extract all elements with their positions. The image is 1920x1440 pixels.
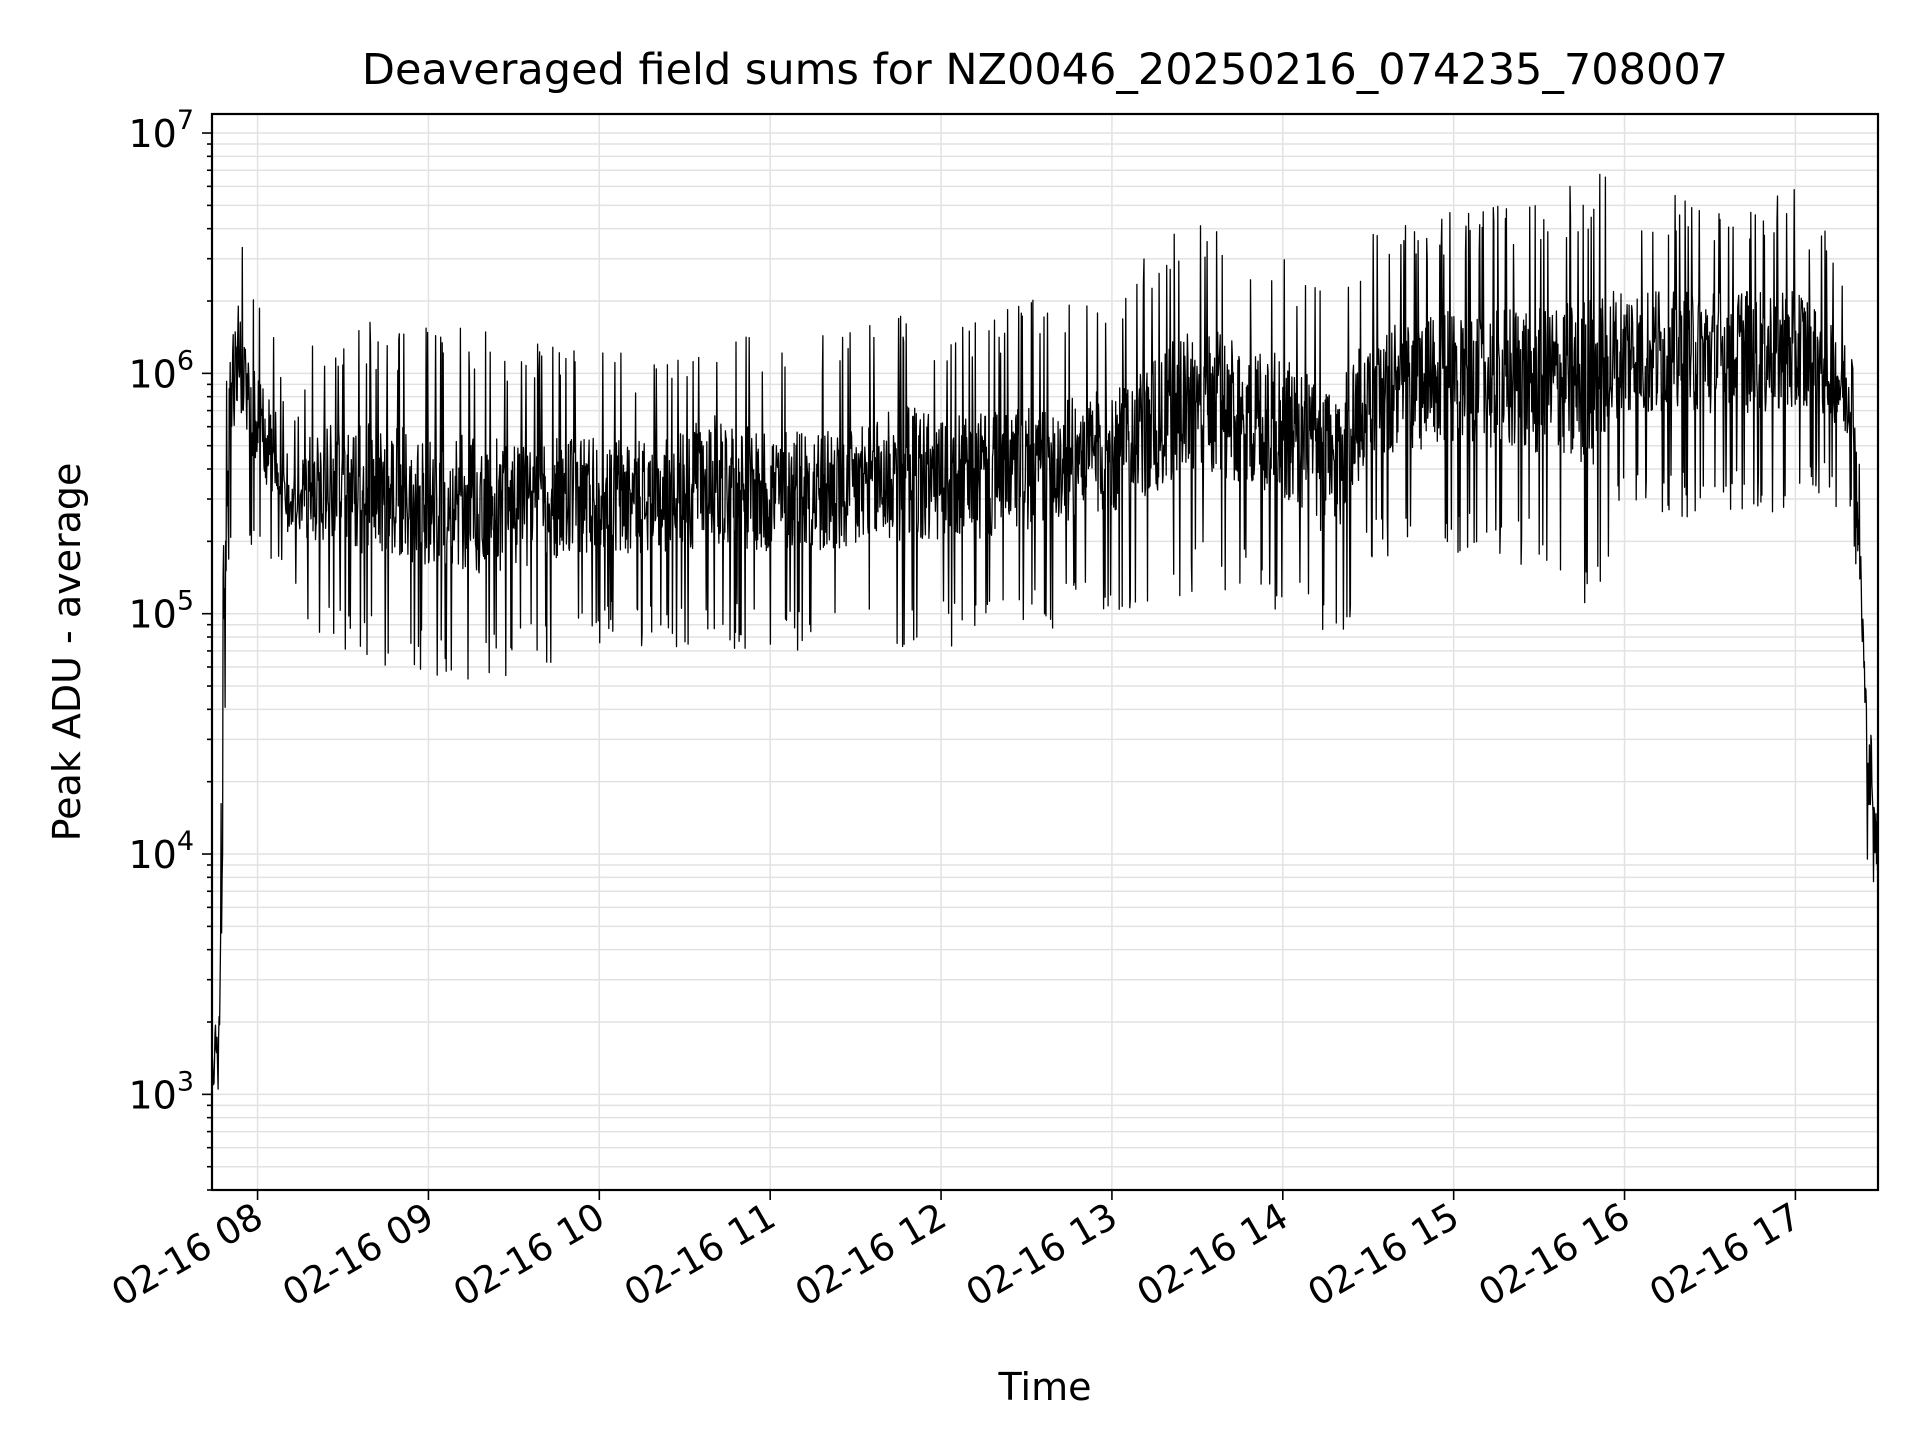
y-tick-label: 103: [128, 1066, 194, 1117]
y-tick-exponent: 5: [177, 586, 194, 617]
y-tick-exponent: 4: [177, 826, 194, 857]
y-tick-mantissa: 10: [128, 112, 176, 156]
y-tick-mantissa: 10: [128, 833, 176, 877]
y-tick-exponent: 3: [177, 1066, 194, 1097]
y-tick-exponent: 7: [177, 105, 194, 136]
y-tick-mantissa: 10: [128, 593, 176, 637]
y-tick-label: 104: [128, 826, 194, 877]
y-tick-label: 107: [128, 105, 194, 156]
y-axis-label: Peak ADU - average: [45, 463, 89, 842]
series-line: [211, 173, 1879, 1090]
y-tick-label: 106: [128, 345, 194, 396]
y-tick-mantissa: 10: [128, 1073, 176, 1117]
x-axis-label: Time: [998, 1365, 1092, 1409]
chart-title: Deaveraged field sums for NZ0046_2025021…: [362, 45, 1728, 95]
y-tick-label: 105: [128, 586, 194, 637]
y-tick-mantissa: 10: [128, 352, 176, 396]
plot-frame: [210, 112, 1880, 1192]
y-tick-exponent: 6: [177, 345, 194, 376]
